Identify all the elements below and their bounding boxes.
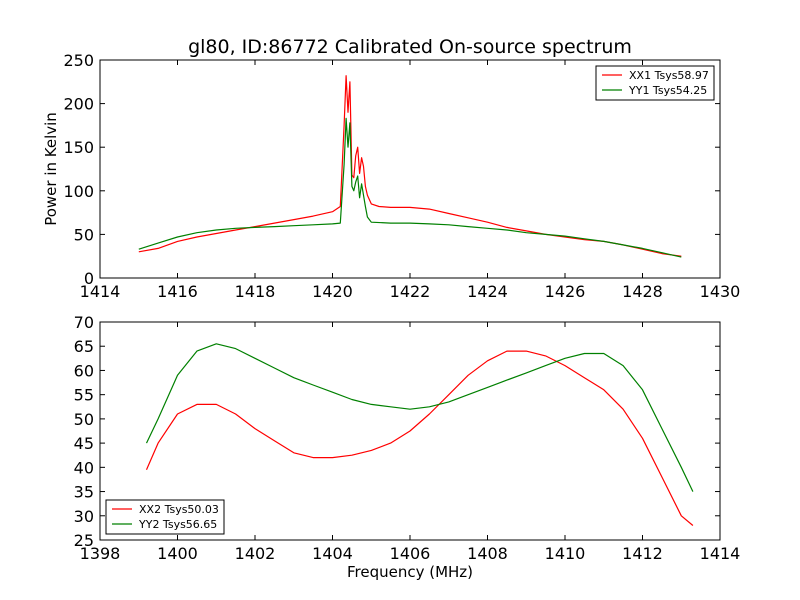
y-tick-label: 70 — [74, 313, 94, 332]
x-tick-label: 1402 — [235, 544, 276, 563]
y-tick-label: 35 — [74, 483, 94, 502]
x-tick-label: 1406 — [390, 544, 431, 563]
y-tick-label: 100 — [63, 182, 94, 201]
x-tick-label: 1408 — [467, 544, 508, 563]
series-line-1 — [145, 350, 694, 526]
x-tick-label: 1404 — [312, 544, 353, 563]
top-y-axis-label: Power in Kelvin — [42, 112, 60, 226]
legend-entry: YY2 Tsys56.65 — [138, 518, 217, 531]
y-tick-label: 55 — [74, 386, 94, 405]
x-tick-label: 1428 — [622, 282, 663, 301]
x-tick-label: 1410 — [545, 544, 586, 563]
legend-entry: XX2 Tsys50.03 — [139, 503, 219, 516]
legend: XX1 Tsys58.97 YY1 Tsys54.25 — [595, 65, 715, 101]
y-tick-label: 150 — [63, 138, 94, 157]
legend-box — [105, 499, 225, 535]
y-tick-label: 250 — [63, 51, 94, 70]
y-tick-label: 40 — [74, 458, 94, 477]
x-tick-label: 1398 — [80, 544, 121, 563]
series-line-2 — [138, 117, 682, 258]
x-tick-label: 1418 — [235, 282, 276, 301]
legend-entry: XX1 Tsys58.97 — [629, 69, 709, 82]
legend: XX2 Tsys50.03 YY2 Tsys56.65 — [105, 499, 225, 535]
legend-entry: YY1 Tsys54.25 — [628, 84, 707, 97]
x-tick-label: 1422 — [390, 282, 431, 301]
y-tick-label: 30 — [74, 507, 94, 526]
bottom-x-axis-label: Frequency (MHz) — [347, 563, 473, 581]
y-tick-label: 60 — [74, 361, 94, 380]
y-tick-label: 25 — [74, 531, 94, 550]
y-tick-label: 0 — [84, 269, 94, 288]
x-tick-label: 1426 — [545, 282, 586, 301]
x-tick-label: 1424 — [467, 282, 508, 301]
y-tick-label: 45 — [74, 434, 94, 453]
x-tick-label: 1420 — [312, 282, 353, 301]
legend-box — [595, 65, 715, 101]
series-line-2 — [145, 343, 694, 492]
bottom-panel: 1398 1400 1402 1404 1406 1408 1410 1412 1414 25 30… — [74, 313, 741, 563]
x-tick-label: 1412 — [622, 544, 663, 563]
top-panel: 1414 1416 1418 1420 1422 1424 1426 1428 1430 0 50 1… — [63, 51, 740, 301]
chart-title: gl80, ID:86772 Calibrated On-source spec… — [188, 36, 632, 58]
y-tick-label: 65 — [74, 337, 94, 356]
y-tick-label: 50 — [74, 225, 94, 244]
y-tick-label: 200 — [63, 95, 94, 114]
x-tick-label: 1414 — [700, 544, 741, 563]
y-tick-label: 50 — [74, 410, 94, 429]
x-tick-label: 1400 — [157, 544, 198, 563]
x-tick-label: 1416 — [157, 282, 198, 301]
x-tick-label: 1414 — [80, 282, 121, 301]
x-tick-label: 1430 — [700, 282, 741, 301]
